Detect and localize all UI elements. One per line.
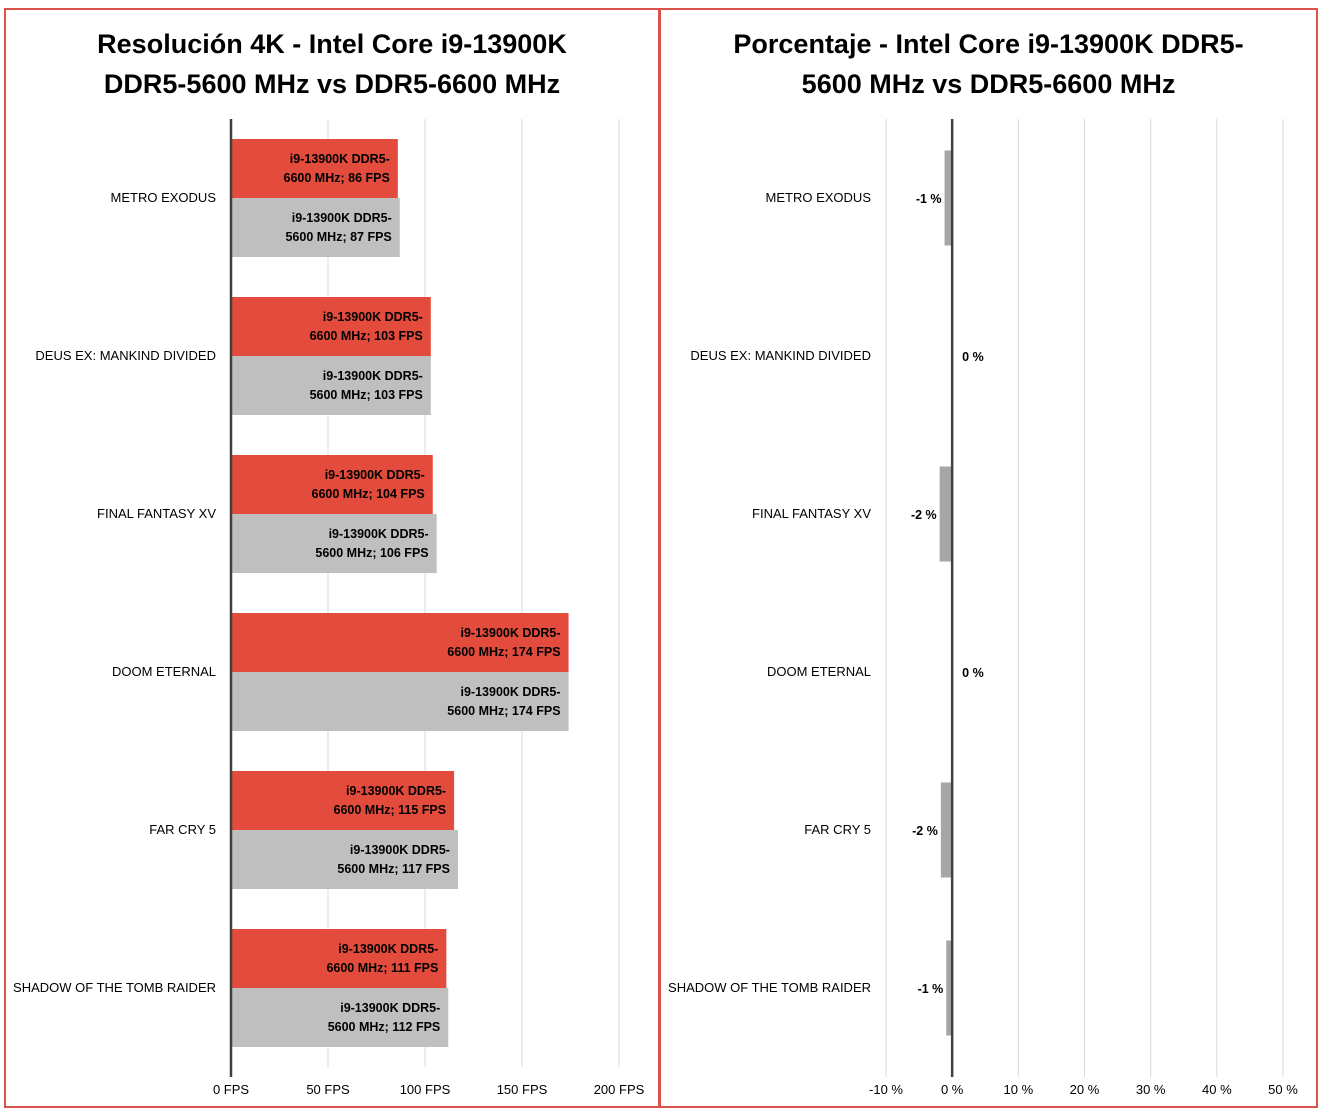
percent-chart-title-line-2: 5600 MHz vs DDR5-6600 MHz bbox=[801, 69, 1176, 99]
data-label: 6600 MHz; 111 FPS bbox=[326, 961, 438, 975]
data-label: i9-13900K DDR5- bbox=[346, 784, 446, 798]
category-label: FINAL FANTASY XV bbox=[97, 506, 216, 521]
data-label: 5600 MHz; 106 FPS bbox=[315, 546, 428, 560]
x-tick-label: -10 % bbox=[869, 1082, 903, 1097]
category-label: FAR CRY 5 bbox=[804, 822, 871, 837]
bar-percent bbox=[939, 466, 953, 562]
data-label: -1 % bbox=[916, 192, 942, 206]
data-label: -2 % bbox=[911, 508, 937, 522]
bar-ddr5-5600 bbox=[231, 988, 449, 1047]
fps-chart-title-line-2: DDR5-5600 MHz vs DDR5-6600 MHz bbox=[103, 69, 561, 99]
data-label: 5600 MHz; 87 FPS bbox=[285, 230, 391, 244]
x-tick-label: 200 FPS bbox=[594, 1082, 645, 1097]
category-label: SHADOW OF THE TOMB RAIDER bbox=[13, 980, 216, 995]
x-tick-label: 50 % bbox=[1268, 1082, 1298, 1097]
data-label: 5600 MHz; 103 FPS bbox=[310, 388, 423, 402]
category-label: METRO EXODUS bbox=[766, 190, 872, 205]
x-tick-label: 50 FPS bbox=[306, 1082, 350, 1097]
data-label: i9-13900K DDR5- bbox=[290, 152, 390, 166]
data-label: i9-13900K DDR5- bbox=[292, 211, 392, 225]
data-label: 5600 MHz; 112 FPS bbox=[328, 1020, 441, 1034]
data-label: i9-13900K DDR5- bbox=[329, 527, 429, 541]
data-label: i9-13900K DDR5- bbox=[323, 369, 423, 383]
fps-bar-chart: 0 FPS 50 FPS 100 FPS 150 FPS 200 FPS METRO EX… bbox=[13, 119, 645, 1097]
bar-ddr5-6600 bbox=[231, 455, 433, 514]
fps-chart-panel: Resolución 4K - Intel Core i9-13900K DDR5… bbox=[4, 8, 660, 1108]
fps-chart-title-line-1: Resolución 4K - Intel Core i9-13900K bbox=[97, 29, 567, 59]
bar-ddr5-5600 bbox=[231, 356, 431, 415]
data-label: 6600 MHz; 174 FPS bbox=[447, 645, 560, 659]
percent-chart-title-line-1: Porcentaje - Intel Core i9-13900K DDR5- bbox=[733, 29, 1244, 59]
bar-ddr5-6600 bbox=[231, 929, 447, 988]
percent-chart-panel: Porcentaje - Intel Core i9-13900K DDR5- 5… bbox=[659, 8, 1318, 1108]
data-label: i9-13900K DDR5- bbox=[461, 626, 561, 640]
bar-ddr5-5600 bbox=[231, 514, 437, 573]
category-label: DEUS EX: MANKIND DIVIDED bbox=[690, 348, 871, 363]
percent-chart-title: Porcentaje - Intel Core i9-13900K DDR5- 5… bbox=[661, 24, 1316, 104]
data-label: i9-13900K DDR5- bbox=[340, 1001, 440, 1015]
data-label: -1 % bbox=[918, 982, 944, 996]
bar-percent bbox=[940, 782, 953, 878]
data-label: 6600 MHz; 115 FPS bbox=[334, 803, 447, 817]
data-label: i9-13900K DDR5- bbox=[461, 685, 561, 699]
bar-ddr5-5600 bbox=[231, 672, 569, 731]
bar-ddr5-5600 bbox=[231, 198, 400, 257]
data-label: i9-13900K DDR5- bbox=[325, 468, 425, 482]
data-label: i9-13900K DDR5- bbox=[323, 310, 423, 324]
data-label: 6600 MHz; 103 FPS bbox=[310, 329, 423, 343]
bar-percent bbox=[944, 150, 953, 246]
bar-ddr5-6600 bbox=[231, 771, 455, 830]
x-tick-label: 100 FPS bbox=[400, 1082, 451, 1097]
data-label: 0 % bbox=[962, 666, 984, 680]
bar-ddr5-6600 bbox=[231, 297, 431, 356]
category-label: SHADOW OF THE TOMB RAIDER bbox=[668, 980, 871, 995]
category-label: FINAL FANTASY XV bbox=[752, 506, 871, 521]
x-tick-label: 10 % bbox=[1004, 1082, 1034, 1097]
bar-ddr5-6600 bbox=[231, 139, 398, 198]
data-label: 5600 MHz; 174 FPS bbox=[447, 704, 560, 718]
data-label: -2 % bbox=[912, 824, 938, 838]
x-tick-label: 0 % bbox=[941, 1082, 964, 1097]
fps-chart-title: Resolución 4K - Intel Core i9-13900K DDR5… bbox=[6, 24, 658, 104]
x-tick-label: 30 % bbox=[1136, 1082, 1166, 1097]
bar-ddr5-6600 bbox=[231, 613, 569, 672]
data-label: 5600 MHz; 117 FPS bbox=[337, 862, 450, 876]
data-label: i9-13900K DDR5- bbox=[350, 843, 450, 857]
x-tick-label: 20 % bbox=[1070, 1082, 1100, 1097]
bar-ddr5-5600 bbox=[231, 830, 458, 889]
x-tick-label: 40 % bbox=[1202, 1082, 1232, 1097]
category-label: FAR CRY 5 bbox=[149, 822, 216, 837]
category-label: DEUS EX: MANKIND DIVIDED bbox=[35, 348, 216, 363]
data-label: 6600 MHz; 86 FPS bbox=[284, 171, 390, 185]
data-label: i9-13900K DDR5- bbox=[338, 942, 438, 956]
bar-percent bbox=[946, 940, 953, 1036]
x-tick-label: 0 FPS bbox=[213, 1082, 249, 1097]
percent-bar-chart: -10 % 0 % 10 % 20 % 30 % 40 % 50 % METRO EXODUS… bbox=[668, 119, 1298, 1097]
category-label: DOOM ETERNAL bbox=[767, 664, 871, 679]
data-label: 6600 MHz; 104 FPS bbox=[312, 487, 425, 501]
category-label: DOOM ETERNAL bbox=[112, 664, 216, 679]
category-label: METRO EXODUS bbox=[111, 190, 217, 205]
data-label: 0 % bbox=[962, 350, 984, 364]
x-tick-label: 150 FPS bbox=[497, 1082, 548, 1097]
